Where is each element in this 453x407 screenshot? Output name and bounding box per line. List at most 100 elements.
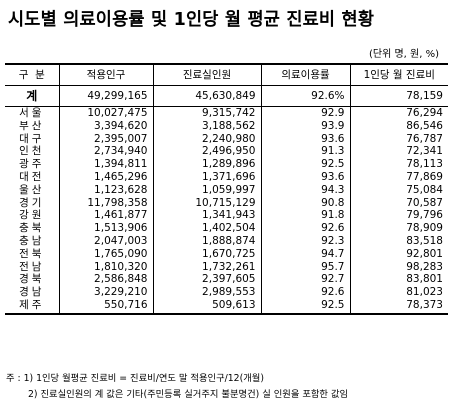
- region-name: 경기: [19, 196, 45, 209]
- utilization-rate-cell: 91.3: [260, 145, 350, 159]
- monthly-cost-cell: 98,283: [349, 260, 448, 274]
- header-utilization-rate: 의료이용률: [260, 63, 350, 86]
- region-name: 인천: [19, 145, 45, 158]
- monthly-cost-cell: 83,801: [349, 273, 448, 287]
- footnote-1: 주 : 1) 1인당 월평균 진료비 = 진료비/연도 말 적용인구/12(개월…: [6, 373, 264, 384]
- table-header-row: 구 분 적용인구 진료실인원 의료이용률 1인당 월 진료비: [5, 63, 448, 86]
- patients-cell: 9,315,742: [152, 106, 261, 120]
- monthly-cost-cell: 79,796: [349, 209, 448, 223]
- monthly-cost-cell: 72,341: [349, 145, 448, 159]
- patients-cell: 1,371,696: [152, 170, 261, 184]
- region-name: 충북: [19, 222, 45, 235]
- header-category: 구 분: [5, 63, 59, 86]
- region-name: 강원: [19, 209, 45, 222]
- utilization-rate-cell: 91.8: [260, 209, 350, 223]
- utilization-rate-cell: 92.9: [260, 106, 350, 120]
- monthly-cost-cell: 78,373: [349, 298, 448, 315]
- patients-cell: 1,402,504: [152, 222, 261, 235]
- region-name: 전남: [19, 260, 45, 273]
- table-row: 경남 3,229,210 2,989,553 92.6 81,023: [5, 286, 448, 299]
- region-name: 울산: [19, 183, 45, 196]
- monthly-cost-cell: 76,294: [349, 106, 448, 120]
- patients-cell: 2,989,553: [152, 286, 261, 299]
- header-monthly-cost: 1인당 월 진료비: [349, 63, 448, 86]
- footnotes: 주 : 1) 1인당 월평균 진료비 = 진료비/연도 말 적용인구/12(개월…: [6, 371, 348, 403]
- covered-population-cell: 2,734,940: [58, 145, 153, 159]
- monthly-cost-cell: 83,518: [349, 234, 448, 248]
- covered-population-cell: 1,513,906: [58, 222, 153, 235]
- region-name: 광주: [19, 158, 45, 171]
- table-row: 대구 2,395,007 2,240,980 93.6 76,787: [5, 132, 448, 146]
- total-utilization-rate: 92.6%: [260, 85, 350, 107]
- monthly-cost-cell: 86,546: [349, 119, 448, 133]
- table-row: 제주 550,716 509,613 92.5 78,373: [5, 298, 448, 315]
- region-name: 대전: [19, 170, 45, 183]
- patients-cell: 1,341,943: [152, 209, 261, 223]
- monthly-cost-cell: 76,787: [349, 132, 448, 146]
- utilization-rate-cell: 95.7: [260, 260, 350, 274]
- covered-population-cell: 1,123,628: [58, 183, 153, 197]
- patients-cell: 509,613: [152, 298, 261, 315]
- utilization-rate-cell: 93.6: [260, 132, 350, 146]
- covered-population-cell: 2,395,007: [58, 132, 153, 146]
- table-row: 부산 3,394,620 3,188,562 93.9 86,546: [5, 119, 448, 133]
- covered-population-cell: 1,394,811: [58, 158, 153, 171]
- utilization-rate-cell: 94.7: [260, 247, 350, 261]
- header-covered-population: 적용인구: [58, 63, 153, 86]
- utilization-rate-cell: 92.3: [260, 234, 350, 248]
- region-name: 제주: [5, 298, 59, 315]
- table-row: 서울 10,027,475 9,315,742 92.9 76,294: [5, 106, 448, 120]
- monthly-cost-cell: 75,084: [349, 183, 448, 197]
- patients-cell: 1,732,261: [152, 260, 261, 274]
- region-name: 대구: [19, 132, 45, 145]
- utilization-rate-cell: 90.8: [260, 196, 350, 210]
- total-row: 계 49,299,165 45,630,849 92.6% 78,159: [5, 85, 448, 107]
- utilization-rate-cell: 92.7: [260, 273, 350, 287]
- monthly-cost-cell: 70,587: [349, 196, 448, 210]
- table-row: 충남 2,047,003 1,888,874 92.3 83,518: [5, 234, 448, 248]
- monthly-cost-cell: 77,869: [349, 170, 448, 184]
- utilization-rate-cell: 92.6: [260, 222, 350, 235]
- region-name: 충남: [19, 234, 45, 247]
- region-name: 경북: [19, 273, 45, 286]
- patients-cell: 1,289,896: [152, 158, 261, 171]
- table-row: 전북 1,765,090 1,670,725 94.7 92,801: [5, 247, 448, 261]
- table-row: 경기 11,798,358 10,715,129 90.8 70,587: [5, 196, 448, 210]
- region-name: 서울: [19, 107, 45, 119]
- patients-cell: 2,496,950: [152, 145, 261, 159]
- utilization-rate-cell: 92.5: [260, 298, 350, 315]
- covered-population-cell: 2,586,848: [58, 273, 153, 287]
- monthly-cost-cell: 92,801: [349, 247, 448, 261]
- table-row: 광주 1,394,811 1,289,896 92.5 78,113: [5, 158, 448, 171]
- region-name: 부산: [19, 119, 45, 132]
- monthly-cost-cell: 78,909: [349, 222, 448, 235]
- patients-cell: 1,059,997: [152, 183, 261, 197]
- total-label: 계: [5, 85, 59, 107]
- monthly-cost-cell: 81,023: [349, 286, 448, 299]
- utilization-rate-cell: 92.6: [260, 286, 350, 299]
- patients-cell: 3,188,562: [152, 119, 261, 133]
- total-monthly-cost: 78,159: [349, 85, 448, 107]
- total-patients: 45,630,849: [152, 85, 261, 107]
- stats-table: 구 분 적용인구 진료실인원 의료이용률 1인당 월 진료비 계 49,299,…: [5, 63, 448, 315]
- covered-population-cell: 1,765,090: [58, 247, 153, 261]
- covered-population-cell: 1,461,877: [58, 209, 153, 223]
- covered-population-cell: 1,465,296: [58, 170, 153, 184]
- covered-population-cell: 11,798,358: [58, 196, 153, 210]
- monthly-cost-cell: 78,113: [349, 158, 448, 171]
- patients-cell: 1,670,725: [152, 247, 261, 261]
- utilization-rate-cell: 92.5: [260, 158, 350, 171]
- table-row: 강원 1,461,877 1,341,943 91.8 79,796: [5, 209, 448, 223]
- covered-population-cell: 3,229,210: [58, 286, 153, 299]
- header-patients: 진료실인원: [152, 63, 261, 86]
- footnote-2: 2) 진료실인원의 계 값은 기타(주민등록 실거주지 불분명건) 실 인원을 …: [28, 389, 349, 400]
- total-covered-population: 49,299,165: [58, 85, 153, 107]
- covered-population-cell: 10,027,475: [58, 106, 153, 120]
- region-name: 경남: [19, 286, 45, 299]
- covered-population-cell: 1,810,320: [58, 260, 153, 274]
- region-name: 전북: [19, 247, 45, 260]
- table-row: 경북 2,586,848 2,397,605 92.7 83,801: [5, 273, 448, 287]
- patients-cell: 2,240,980: [152, 132, 261, 146]
- utilization-rate-cell: 94.3: [260, 183, 350, 197]
- unit-label: (단위 명, 원, %): [369, 49, 439, 60]
